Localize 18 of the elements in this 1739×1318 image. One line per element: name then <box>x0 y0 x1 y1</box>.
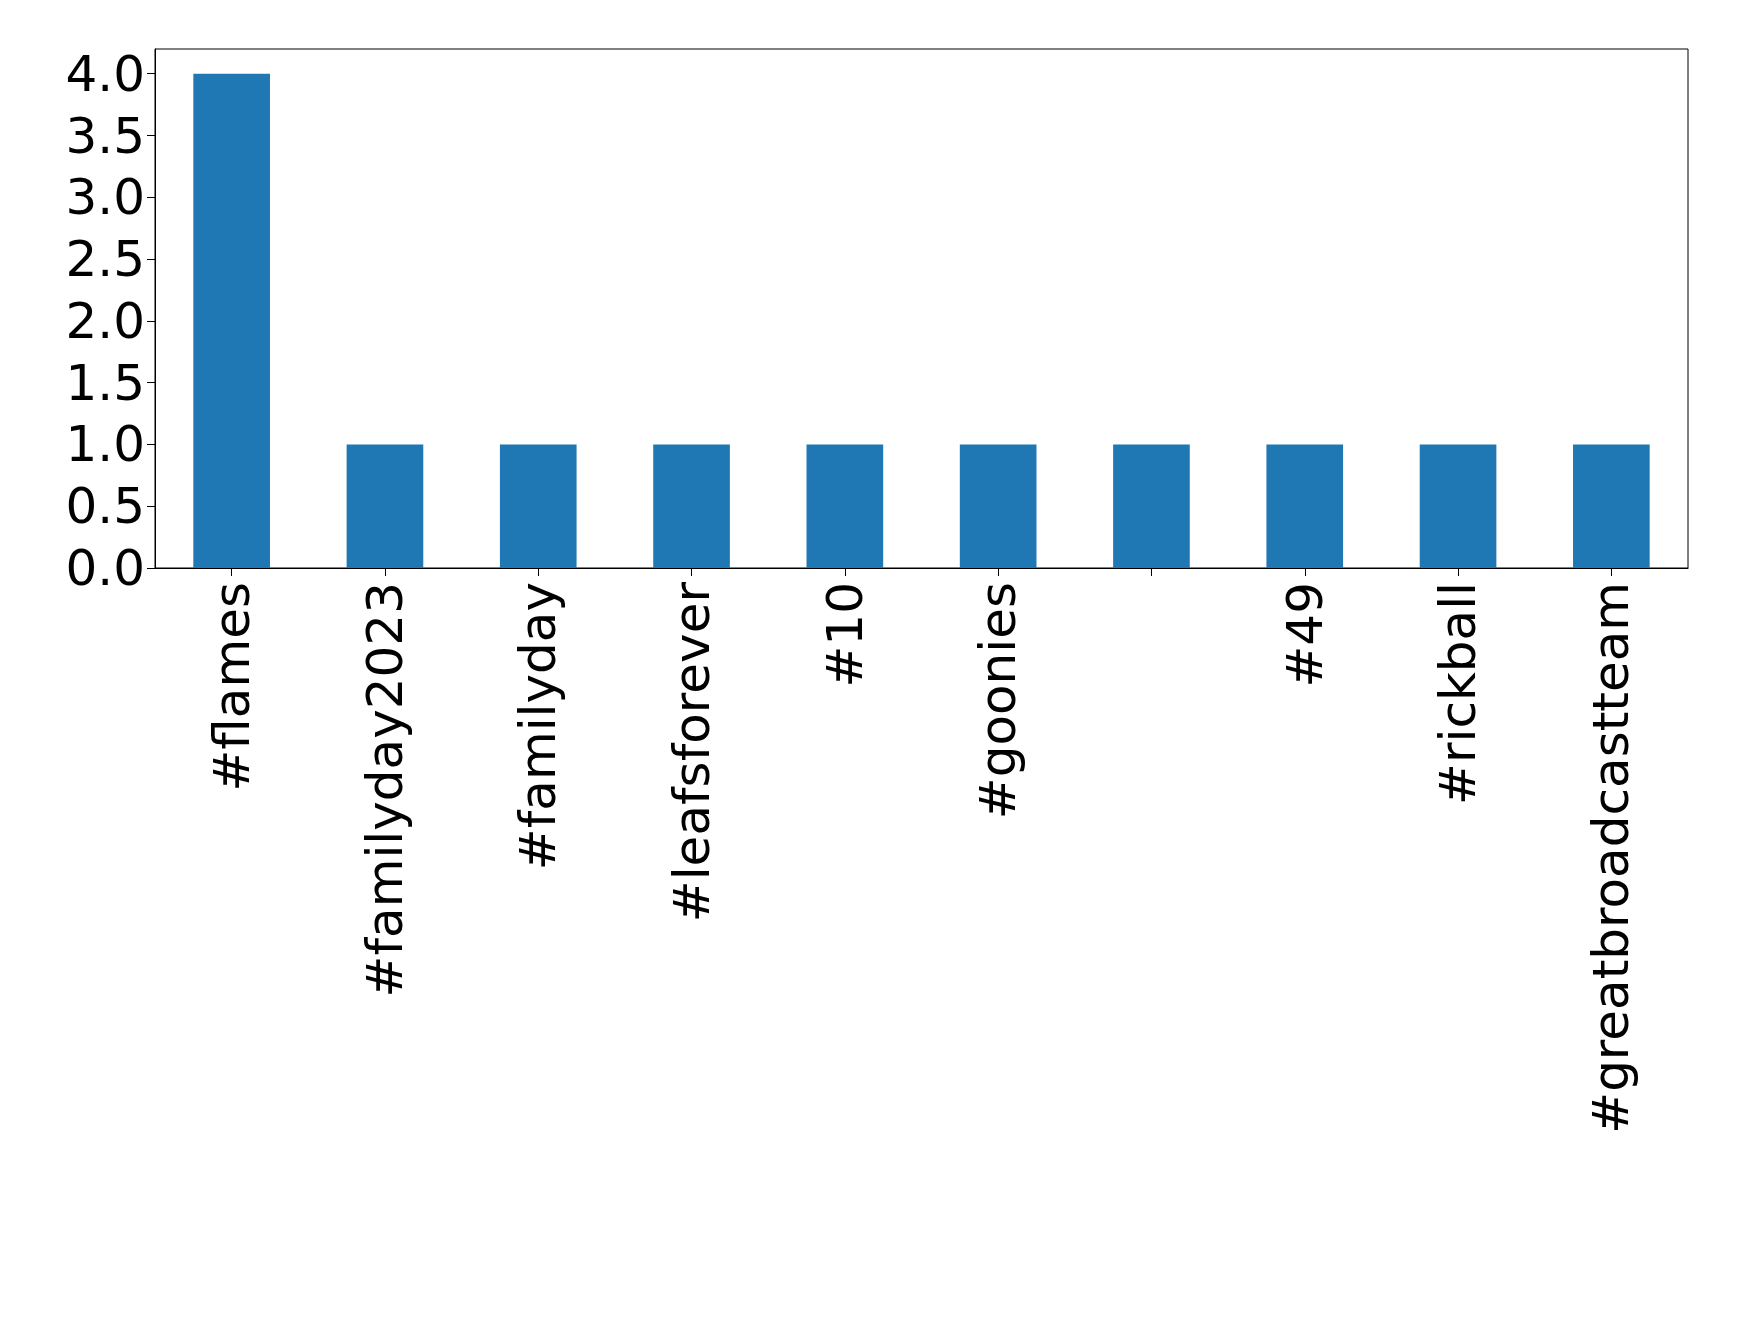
x-tick-label: #greatbroadcastteam <box>1582 582 1641 1134</box>
y-tick-label: 1.0 <box>65 415 145 474</box>
y-tick-label: 2.0 <box>65 291 145 350</box>
x-tick-label: #familyday2023 <box>355 582 414 998</box>
y-tick-label: 1.5 <box>65 353 145 412</box>
x-tick-label: #49 <box>1275 582 1334 688</box>
x-tick-label: #leafsforever <box>662 581 721 923</box>
x-tick-label: #10 <box>815 582 874 688</box>
x-tick-label: #goonies <box>969 582 1028 820</box>
y-tick-label: 0.0 <box>65 539 145 597</box>
y-tick-label: 3.0 <box>65 168 145 227</box>
x-tick-label: #rickball <box>1429 582 1488 805</box>
x-tick-label: #flames <box>202 582 261 792</box>
y-tick-label: 4.0 <box>65 44 145 103</box>
y-tick-label: 0.5 <box>65 477 145 536</box>
y-tick-label: 3.5 <box>65 106 145 165</box>
y-tick-label: 2.5 <box>65 230 145 289</box>
x-tick-label: #familyday <box>509 582 568 871</box>
